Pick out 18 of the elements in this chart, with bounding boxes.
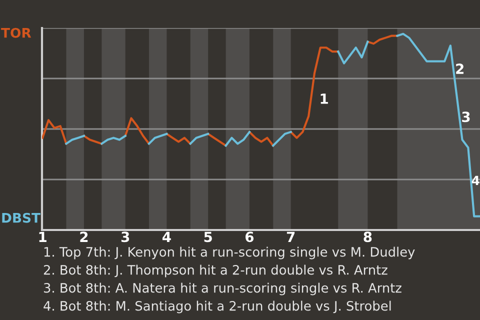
text: DBST xyxy=(2,212,40,223)
text: TOR xyxy=(1,28,32,38)
x-tick-label: 6 xyxy=(246,232,254,242)
x-tick-label: 2 xyxy=(80,232,88,242)
x-tick-label: 3 xyxy=(121,232,130,242)
annotation: 1 xyxy=(320,94,328,104)
x-tick-label: 4 xyxy=(162,232,171,242)
x-tick-label: 5 xyxy=(204,232,212,242)
text: 4. Bot 8th: M. Santiago hit a 2-run double vs J. Strobel xyxy=(44,300,391,314)
annotation: 3 xyxy=(462,112,470,122)
text: 3. Bot 8th: A. Natera hit a run-scoring single vs R. Arntz xyxy=(44,282,402,296)
annotation: 2 xyxy=(456,64,464,74)
annotation: 4 xyxy=(472,176,480,185)
x-tick-label: 7 xyxy=(286,232,295,242)
x-tick-label: 8 xyxy=(364,232,372,242)
x-tick-label: 1 xyxy=(39,232,46,242)
text: 1. Top 7th: J. Kenyon hit a run-scoring single vs M. Dudley xyxy=(44,246,415,260)
text: 2. Bot 8th: J. Thompson hit a 2-run double vs R. Arntz xyxy=(44,264,388,278)
